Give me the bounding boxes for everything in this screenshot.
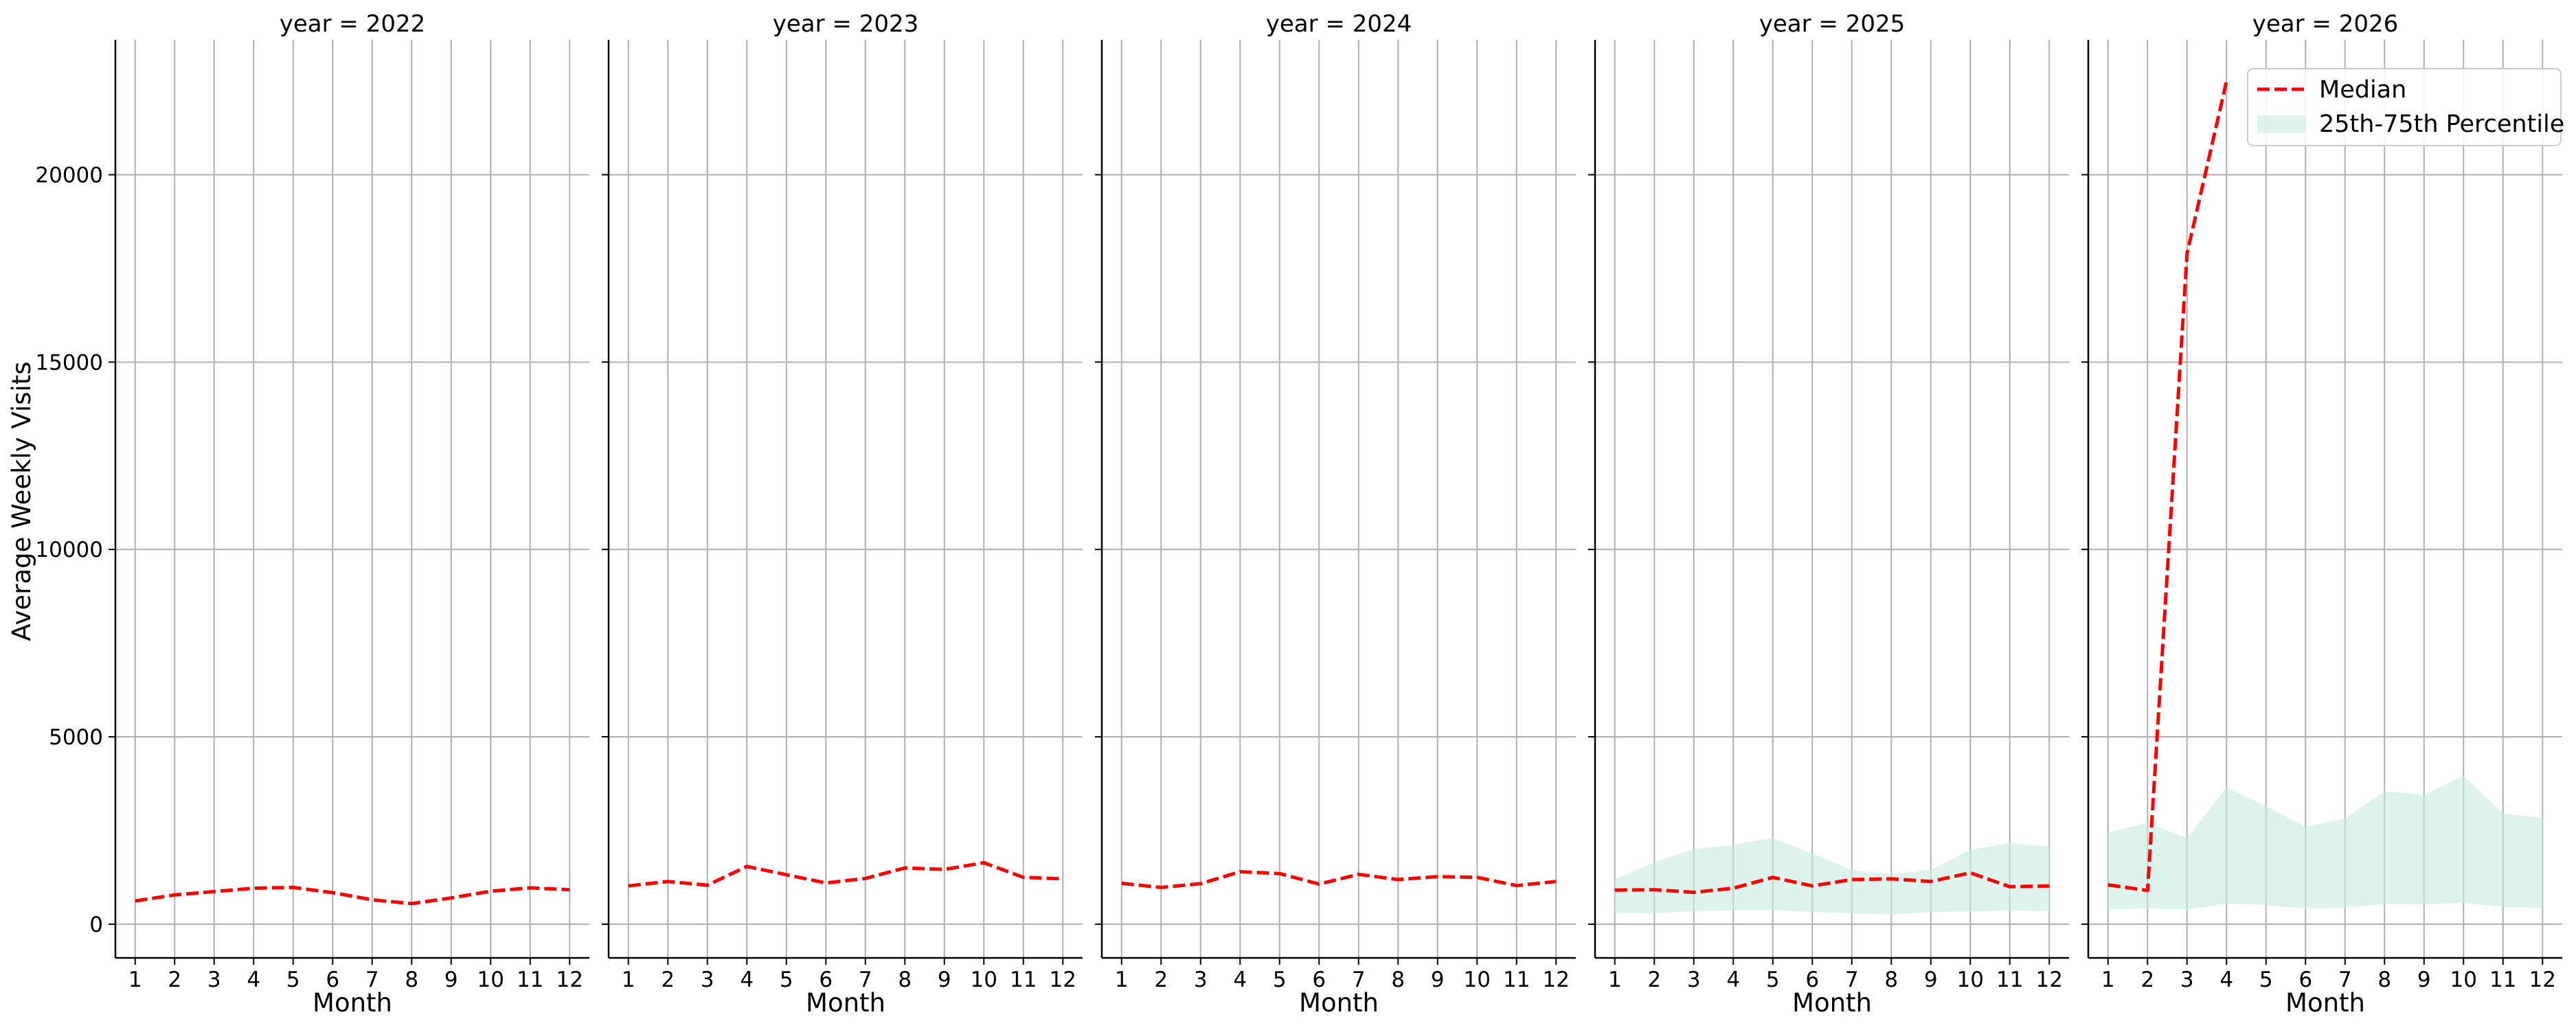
- x-tick-label: 10: [2450, 968, 2477, 992]
- x-tick-label: 2: [661, 968, 675, 992]
- x-tick-label: 11: [1010, 968, 1037, 992]
- x-tick-label: 2: [2140, 968, 2154, 992]
- panel-title: year = 2024: [1266, 10, 1412, 38]
- y-tick-label: 0: [89, 913, 103, 937]
- x-tick-label: 12: [2529, 968, 2556, 992]
- x-tick-label: 3: [1194, 968, 1208, 992]
- panel-title: year = 2022: [280, 10, 425, 38]
- x-tick-label: 3: [2180, 968, 2194, 992]
- legend-swatch-band: [2257, 115, 2305, 133]
- median-line: [1121, 870, 1557, 889]
- median-line: [2108, 80, 2228, 893]
- x-tick-label: 9: [2417, 968, 2431, 992]
- x-tick-label: 1: [1115, 968, 1129, 992]
- x-tick-label: 9: [938, 968, 951, 992]
- x-tick-label: 11: [1503, 968, 1530, 992]
- x-tick-label: 8: [2377, 968, 2391, 992]
- x-tick-label: 4: [2219, 968, 2233, 992]
- x-tick-label: 12: [1050, 968, 1076, 992]
- x-tick-label: 10: [971, 968, 997, 992]
- y-tick-label: 20000: [35, 163, 103, 187]
- x-tick-label: 8: [898, 968, 912, 992]
- x-tick-label: 3: [207, 968, 221, 992]
- x-tick-label: 5: [780, 968, 793, 992]
- x-tick-label: 11: [2489, 968, 2516, 992]
- x-axis-label: Month: [1792, 988, 1872, 1018]
- x-axis-label: Month: [2285, 988, 2365, 1018]
- percentile-band: [1614, 838, 2050, 915]
- y-tick-label: 10000: [35, 538, 103, 562]
- x-tick-label: 7: [365, 968, 379, 992]
- percentile-band: [2108, 775, 2543, 910]
- x-tick-label: 8: [1884, 968, 1898, 992]
- x-tick-label: 6: [2298, 968, 2312, 992]
- x-tick-label: 8: [405, 968, 418, 992]
- x-tick-label: 2: [1154, 968, 1168, 992]
- x-tick-label: 5: [286, 968, 300, 992]
- x-tick-label: 4: [1726, 968, 1740, 992]
- x-tick-label: 4: [740, 968, 754, 992]
- legend-entry-label: Median: [2319, 76, 2406, 104]
- x-tick-label: 1: [2101, 968, 2115, 992]
- x-tick-label: 7: [859, 968, 872, 992]
- x-tick-label: 11: [1996, 968, 2023, 992]
- x-tick-label: 12: [2036, 968, 2063, 992]
- x-tick-label: 11: [517, 968, 543, 992]
- x-tick-label: 12: [1543, 968, 1570, 992]
- x-tick-label: 9: [1924, 968, 1938, 992]
- x-tick-label: 6: [326, 968, 339, 992]
- x-tick-label: 7: [1352, 968, 1366, 992]
- x-tick-label: 4: [247, 968, 260, 992]
- y-tick-label: 15000: [35, 350, 103, 375]
- x-axis-label: Month: [1299, 988, 1379, 1018]
- x-tick-label: 2: [1647, 968, 1661, 992]
- x-axis-label: Month: [806, 988, 885, 1018]
- panel-1: 1 2 3 4 5 6 7 8 9 10 11 1205000100001500020000year …: [35, 10, 589, 1018]
- x-tick-label: 2: [168, 968, 181, 992]
- panel-title: year = 2023: [773, 10, 918, 38]
- x-tick-label: 10: [1464, 968, 1491, 992]
- x-tick-label: 4: [1233, 968, 1247, 992]
- panel-title: year = 2025: [1759, 10, 1905, 38]
- y-tick-label: 5000: [49, 725, 103, 750]
- x-tick-label: 10: [477, 968, 504, 992]
- x-tick-label: 6: [1312, 968, 1326, 992]
- x-tick-label: 1: [128, 968, 142, 992]
- x-tick-label: 1: [622, 968, 635, 992]
- x-tick-label: 3: [701, 968, 714, 992]
- x-tick-label: 6: [819, 968, 833, 992]
- x-tick-label: 7: [1845, 968, 1859, 992]
- x-tick-label: 6: [1805, 968, 1819, 992]
- median-line: [1614, 871, 2050, 894]
- x-tick-label: 9: [1431, 968, 1445, 992]
- x-tick-label: 7: [2338, 968, 2352, 992]
- x-tick-label: 9: [444, 968, 458, 992]
- x-tick-label: 1: [1608, 968, 1622, 992]
- x-tick-label: 5: [1273, 968, 1287, 992]
- x-tick-label: 10: [1957, 968, 1984, 992]
- panel-title: year = 2026: [2252, 10, 2398, 38]
- x-tick-label: 12: [556, 968, 583, 992]
- y-axis-label: Average Weekly Visits: [7, 361, 36, 641]
- x-tick-label: 3: [1687, 968, 1701, 992]
- x-tick-label: 8: [1391, 968, 1405, 992]
- legend-entry-label: 25th-75th Percentile: [2319, 111, 2564, 138]
- median-line: [135, 885, 570, 906]
- legend: Median 25th-75th Percentile: [2247, 68, 2564, 146]
- legend-box: [2247, 68, 2562, 146]
- median-line: [628, 860, 1063, 888]
- x-tick-label: 5: [2259, 968, 2273, 992]
- chart-panels: 1 2 3 4 5 6 7 8 9 10 11 1205000100001500020000year …: [35, 10, 2562, 1018]
- x-tick-label: 5: [1766, 968, 1780, 992]
- x-axis-label: Month: [313, 988, 392, 1018]
